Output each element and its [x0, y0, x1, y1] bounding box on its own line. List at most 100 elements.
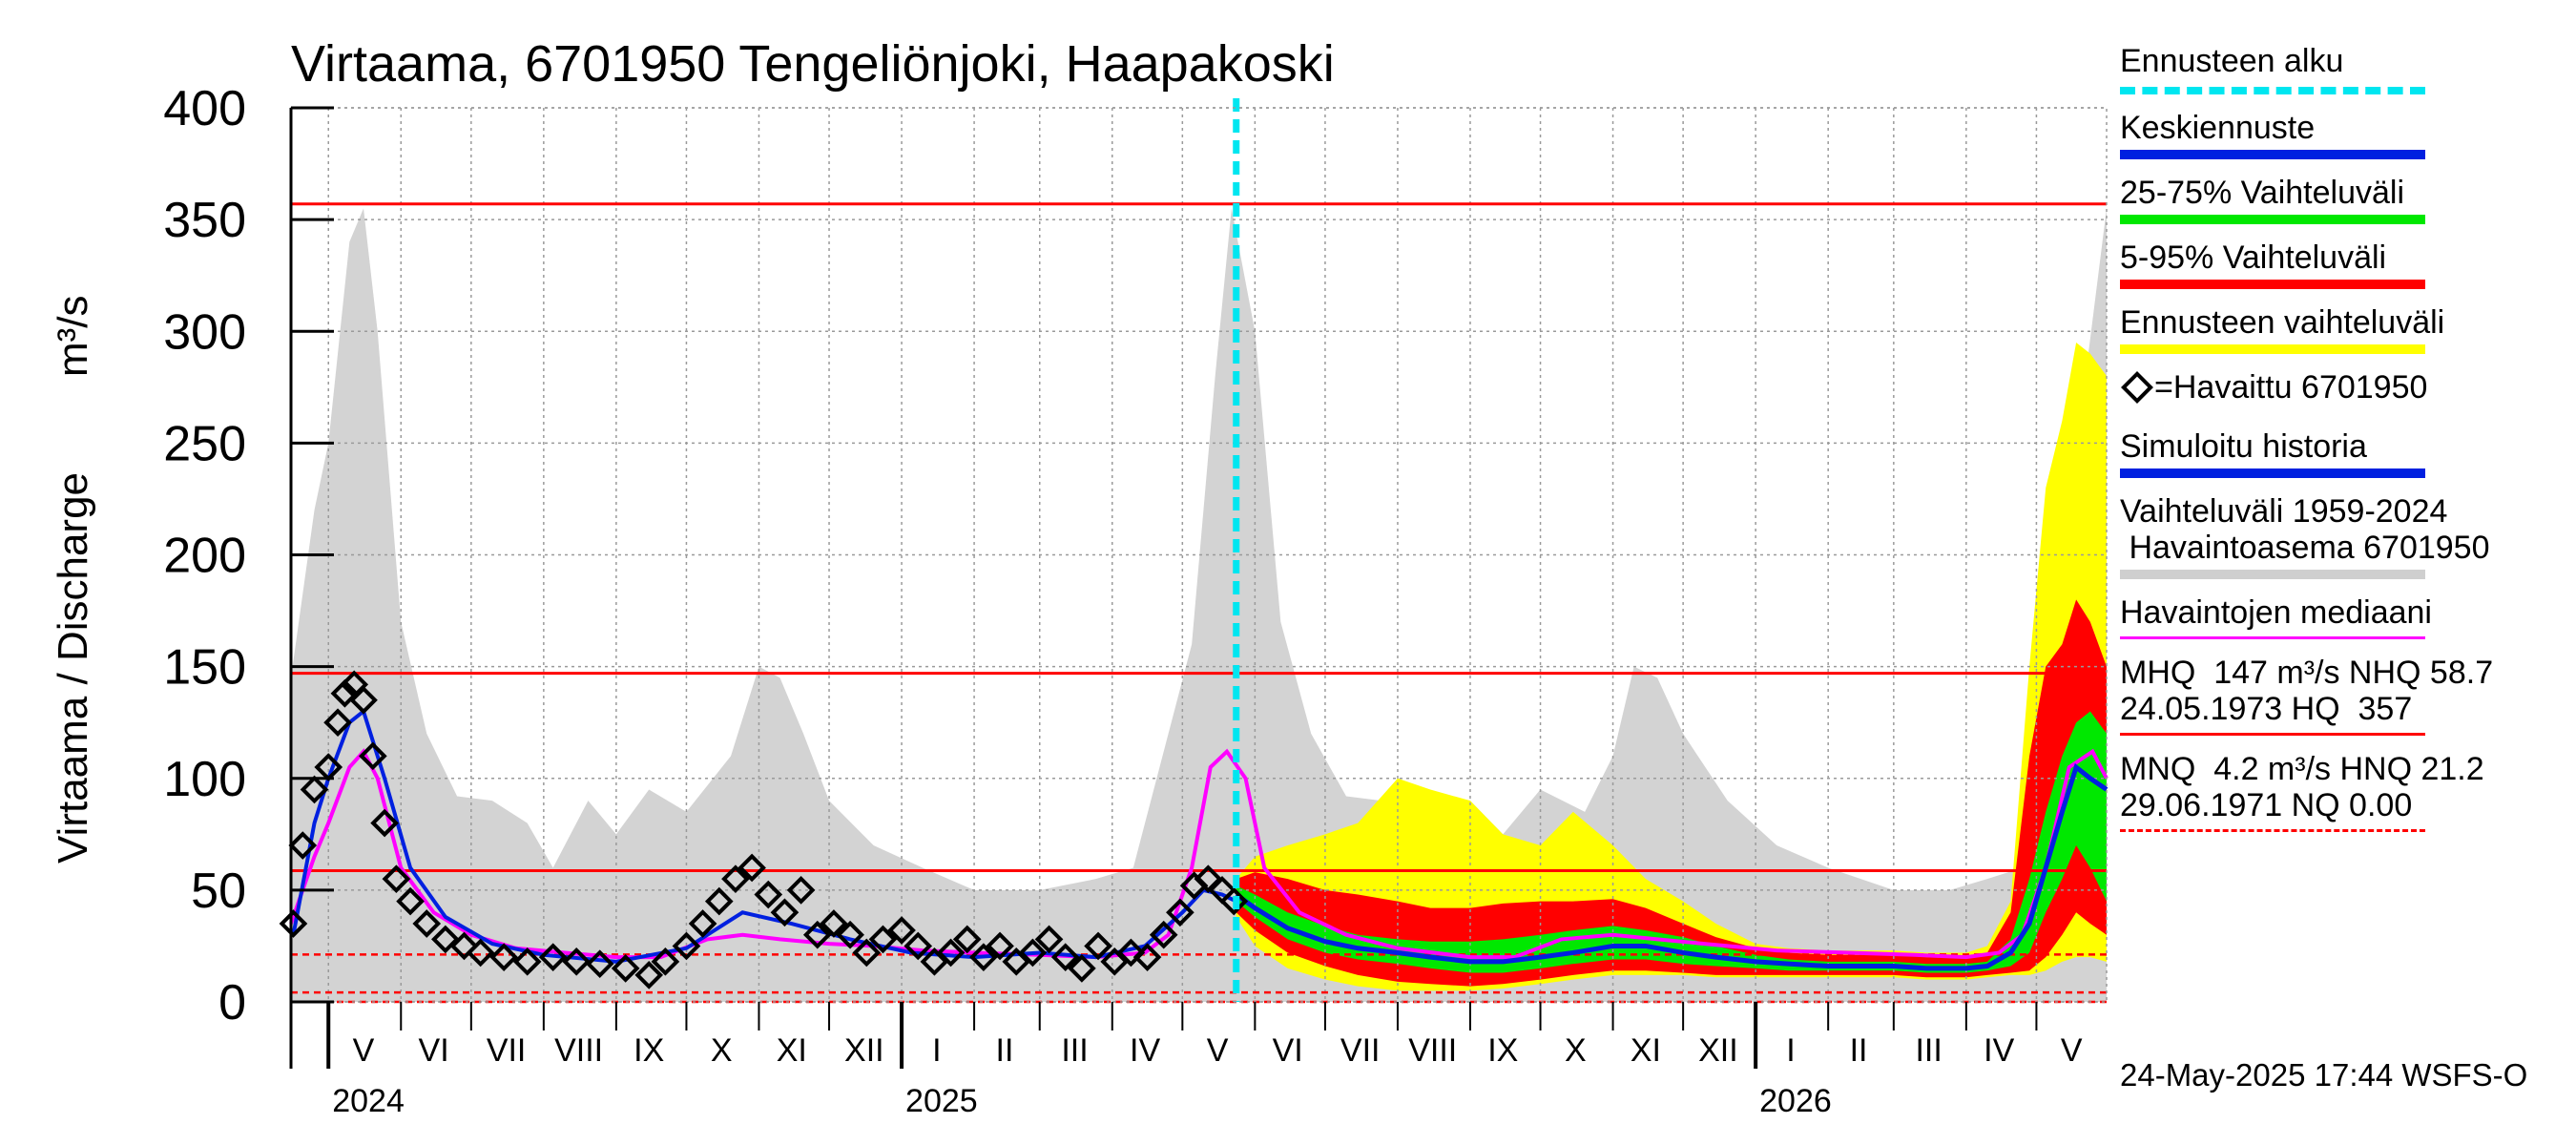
- x-month-label: XII: [844, 1032, 884, 1069]
- observed-point: [688, 909, 717, 938]
- observed-point: [330, 678, 360, 708]
- observed-point: [1068, 954, 1096, 983]
- y-tick-label: 200: [163, 529, 246, 584]
- observed-point: [323, 708, 352, 738]
- observed-point: [300, 775, 329, 804]
- legend-label: Keskiennuste: [2120, 110, 2316, 146]
- observed-point: [1219, 886, 1249, 916]
- observed-point: [1116, 938, 1146, 968]
- legend-label: Ennusteen alku: [2120, 43, 2344, 79]
- legend-label: Havaintojen mediaani: [2120, 594, 2432, 631]
- x-month-label: V: [1207, 1032, 1229, 1069]
- legend-entry: 5-95% Vaihteluväli: [2120, 239, 2568, 289]
- legend-swatch: [2120, 344, 2425, 354]
- observed-point: [538, 943, 568, 971]
- observed-point: [754, 880, 783, 909]
- observed-point: [370, 808, 399, 838]
- legend-swatch: [2120, 280, 2425, 289]
- x-month-label: VI: [1273, 1032, 1303, 1069]
- forecast-bands-layer: [1236, 342, 2107, 991]
- legend-label: Ennusteen vaihteluväli: [2120, 304, 2445, 341]
- legend-swatch: [2120, 150, 2425, 159]
- legend-swatch: [2120, 733, 2425, 736]
- observed-point: [489, 943, 518, 971]
- observed-point: [1166, 898, 1195, 927]
- x-month-label: IV: [1984, 1032, 2014, 1069]
- x-month-label: II: [996, 1032, 1014, 1069]
- observed-point: [585, 949, 614, 979]
- forecast-mean-line: [1235, 762, 2109, 971]
- observed-point: [737, 853, 766, 883]
- observed-point: [349, 685, 378, 715]
- legend-swatch: [2120, 636, 2425, 639]
- observed-point: [412, 909, 442, 938]
- x-month-label: IX: [1487, 1032, 1518, 1069]
- y-axis-title: Virtaama / Discharge: [50, 471, 96, 864]
- series-layer: [279, 98, 2109, 1002]
- x-month-label: X: [711, 1032, 733, 1069]
- legend-entry: Keskiennuste: [2120, 110, 2568, 159]
- observed-point: [770, 898, 800, 927]
- x-year-label: 2025: [905, 1083, 978, 1119]
- legend-swatch: [2120, 87, 2425, 94]
- forecast-envelope-band: [1236, 342, 2107, 991]
- legend-label: Vaihteluväli 1959-2024 Havaintoasema 670…: [2120, 493, 2490, 566]
- x-year-label: 2026: [1759, 1083, 1832, 1119]
- legend: Ennusteen alku Keskiennuste 25-75% Vaihtel…: [2120, 43, 2568, 847]
- legend-label: MNQ 4.2 m³/s HNQ 21.2 29.06.1971 NQ 0.00: [2120, 751, 2484, 823]
- observed-point: [562, 947, 592, 976]
- x-month-label: VIII: [554, 1032, 603, 1069]
- historical-range-area: [291, 208, 2107, 1003]
- x-month-label: II: [1850, 1032, 1868, 1069]
- observed-point: [651, 947, 680, 976]
- legend-swatch: [2120, 215, 2425, 224]
- y-tick-label: 350: [163, 193, 246, 248]
- forecast-25-75-band: [1236, 711, 2107, 973]
- observed-point: [868, 925, 898, 954]
- observed-point: [396, 886, 425, 916]
- legend-entry: Simuloitu historia: [2120, 428, 2568, 478]
- observed-point: [952, 925, 982, 954]
- observed-point: [786, 876, 816, 905]
- x-month-label: III: [1061, 1032, 1088, 1069]
- x-month-label: XII: [1698, 1032, 1738, 1069]
- observed-point: [512, 947, 542, 976]
- observed-point: [820, 909, 848, 938]
- legend-swatch: [2120, 829, 2425, 832]
- x-month-label: III: [1915, 1032, 1942, 1069]
- timestamp-footer: 24-May-2025 17:44 WSFS-O: [2120, 1057, 2528, 1093]
- legend-label: 25-75% Vaihteluväli: [2120, 175, 2404, 211]
- observed-point: [969, 943, 998, 971]
- legend-entry: MNQ 4.2 m³/s HNQ 21.2 29.06.1971 NQ 0.00: [2120, 751, 2568, 832]
- observed-point: [1018, 938, 1048, 968]
- x-month-label: XI: [777, 1032, 807, 1069]
- observed-point: [1034, 925, 1064, 954]
- legend-label: MHQ 147 m³/s NHQ 58.7 24.05.1973 HQ 357: [2120, 655, 2494, 727]
- observed-point: [852, 938, 882, 968]
- legend-entry: 25-75% Vaihteluväli: [2120, 175, 2568, 224]
- observed-point: [986, 931, 1014, 961]
- observed-point: [887, 916, 916, 945]
- x-month-label: IX: [634, 1032, 664, 1069]
- observed-point: [1084, 931, 1112, 961]
- observed-point: [359, 741, 387, 771]
- legend-swatch: [2120, 570, 2425, 579]
- observed-point: [1050, 943, 1080, 971]
- x-month-label: I: [1786, 1032, 1795, 1069]
- observed-point: [466, 938, 495, 968]
- y-tick-label: 400: [163, 81, 246, 136]
- simulated-history-line: [291, 708, 1237, 964]
- x-month-label: VII: [487, 1032, 527, 1069]
- x-month-label: VII: [1340, 1032, 1381, 1069]
- x-month-label: V: [2061, 1032, 2083, 1069]
- observed-point: [672, 931, 701, 961]
- legend-entry: Havaintojen mediaani: [2120, 594, 2568, 639]
- observed-point: [802, 920, 832, 949]
- x-month-label: XI: [1631, 1032, 1661, 1069]
- observed-point: [611, 954, 640, 983]
- x-month-label: X: [1565, 1032, 1587, 1069]
- y-tick-label: 50: [191, 864, 246, 919]
- y-tick-label: 100: [163, 752, 246, 807]
- legend-swatch: [2120, 468, 2425, 478]
